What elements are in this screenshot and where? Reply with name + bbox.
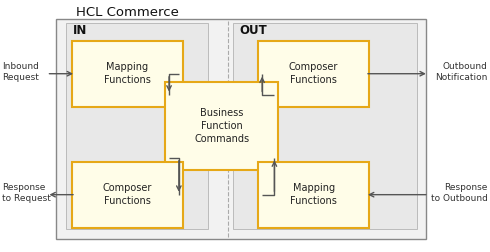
FancyBboxPatch shape [72,41,183,107]
FancyBboxPatch shape [66,23,208,229]
Text: Response
to Request: Response to Request [2,183,51,203]
FancyBboxPatch shape [233,23,416,229]
FancyBboxPatch shape [258,162,369,228]
Text: Composer
Functions: Composer Functions [103,183,152,206]
Text: Business
Function
Commands: Business Function Commands [194,108,249,144]
Text: OUT: OUT [239,24,267,37]
Text: Mapping
Functions: Mapping Functions [290,183,337,206]
Text: IN: IN [73,24,87,37]
Text: HCL Commerce: HCL Commerce [76,6,179,19]
FancyBboxPatch shape [165,82,278,170]
Text: Inbound
Request: Inbound Request [2,62,39,82]
FancyBboxPatch shape [56,19,426,239]
FancyBboxPatch shape [258,41,369,107]
Text: Mapping
Functions: Mapping Functions [104,62,151,85]
Text: Outbound
Notification: Outbound Notification [435,62,488,82]
Text: Response
to Outbound: Response to Outbound [431,183,488,203]
Text: Composer
Functions: Composer Functions [289,62,338,85]
FancyBboxPatch shape [72,162,183,228]
